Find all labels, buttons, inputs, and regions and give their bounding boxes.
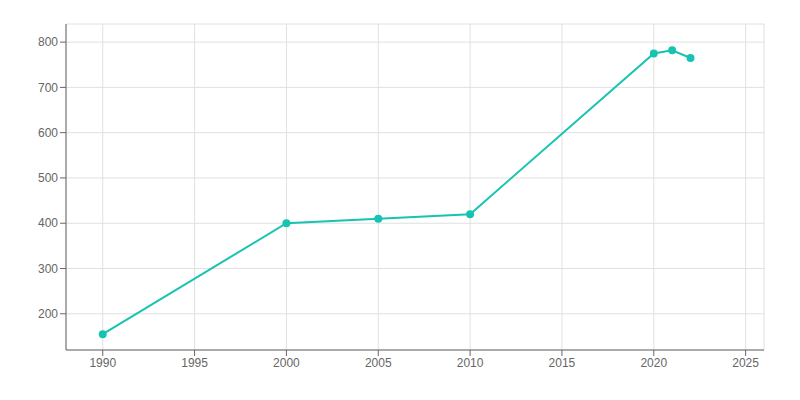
svg-text:400: 400	[38, 216, 58, 230]
svg-text:200: 200	[38, 307, 58, 321]
svg-text:2025: 2025	[732, 356, 759, 370]
svg-text:2010: 2010	[457, 356, 484, 370]
svg-text:500: 500	[38, 171, 58, 185]
svg-text:300: 300	[38, 262, 58, 276]
svg-text:1995: 1995	[181, 356, 208, 370]
svg-text:2000: 2000	[273, 356, 300, 370]
svg-text:600: 600	[38, 126, 58, 140]
svg-text:800: 800	[38, 35, 58, 49]
svg-text:2020: 2020	[640, 356, 667, 370]
svg-text:2015: 2015	[549, 356, 576, 370]
svg-text:2005: 2005	[365, 356, 392, 370]
svg-text:1990: 1990	[89, 356, 116, 370]
svg-text:700: 700	[38, 81, 58, 95]
